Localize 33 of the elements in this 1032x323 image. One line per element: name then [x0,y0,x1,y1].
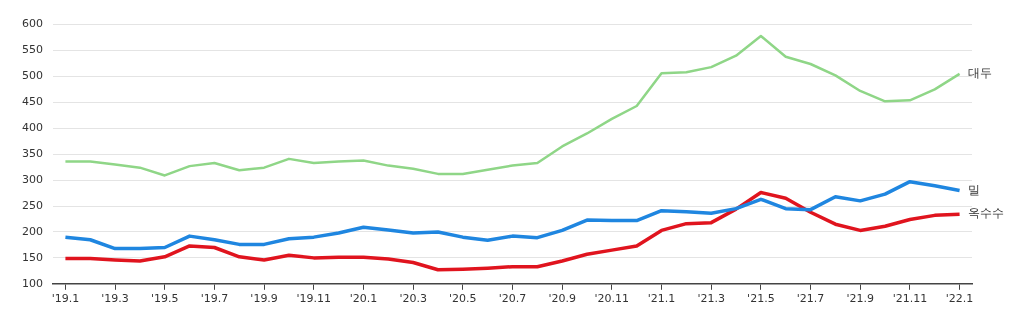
x-tick-label: '21.5 [747,292,775,306]
x-tick-label: '19.9 [250,292,278,306]
y-tick-label: 350 [22,147,43,161]
y-tick-label: 400 [22,121,43,135]
x-tick-label: '21.7 [796,292,825,306]
x-tick-label: '20.5 [449,292,477,306]
x-tick-label: '21.11 [892,292,928,306]
series-label: 밀 [967,182,980,197]
y-tick-label: 550 [22,43,43,57]
x-tick-label: '19.3 [101,292,129,306]
x-tick-label: '19.7 [200,292,229,306]
y-tick-label: 250 [22,198,43,212]
x-tick-label: '20.7 [498,292,527,306]
y-tick-label: 150 [22,250,43,264]
x-tick-label: '20.11 [594,292,630,306]
series-label: 대두 [967,65,992,80]
x-tick-label: '19.11 [296,292,332,306]
x-tick-label: '20.9 [548,292,576,306]
x-tick-label: '21.3 [697,292,725,306]
series-label: 옥수수 [967,206,1004,221]
x-tick-label: '22.1 [945,292,974,306]
y-tick-label: 500 [22,69,43,83]
y-tick-label: 450 [22,95,43,109]
y-tick-label: 600 [22,17,43,31]
x-tick-label: '20.3 [399,292,427,306]
x-tick-label: '21.9 [846,292,874,306]
x-tick-label: '21.1 [647,292,676,306]
y-tick-label: 100 [22,276,43,290]
x-tick-label: '20.1 [349,292,378,306]
x-tick-label: '19.5 [151,292,179,306]
y-tick-label: 300 [22,172,43,186]
x-tick-label: '19.1 [51,292,80,306]
y-tick-label: 200 [22,224,43,238]
